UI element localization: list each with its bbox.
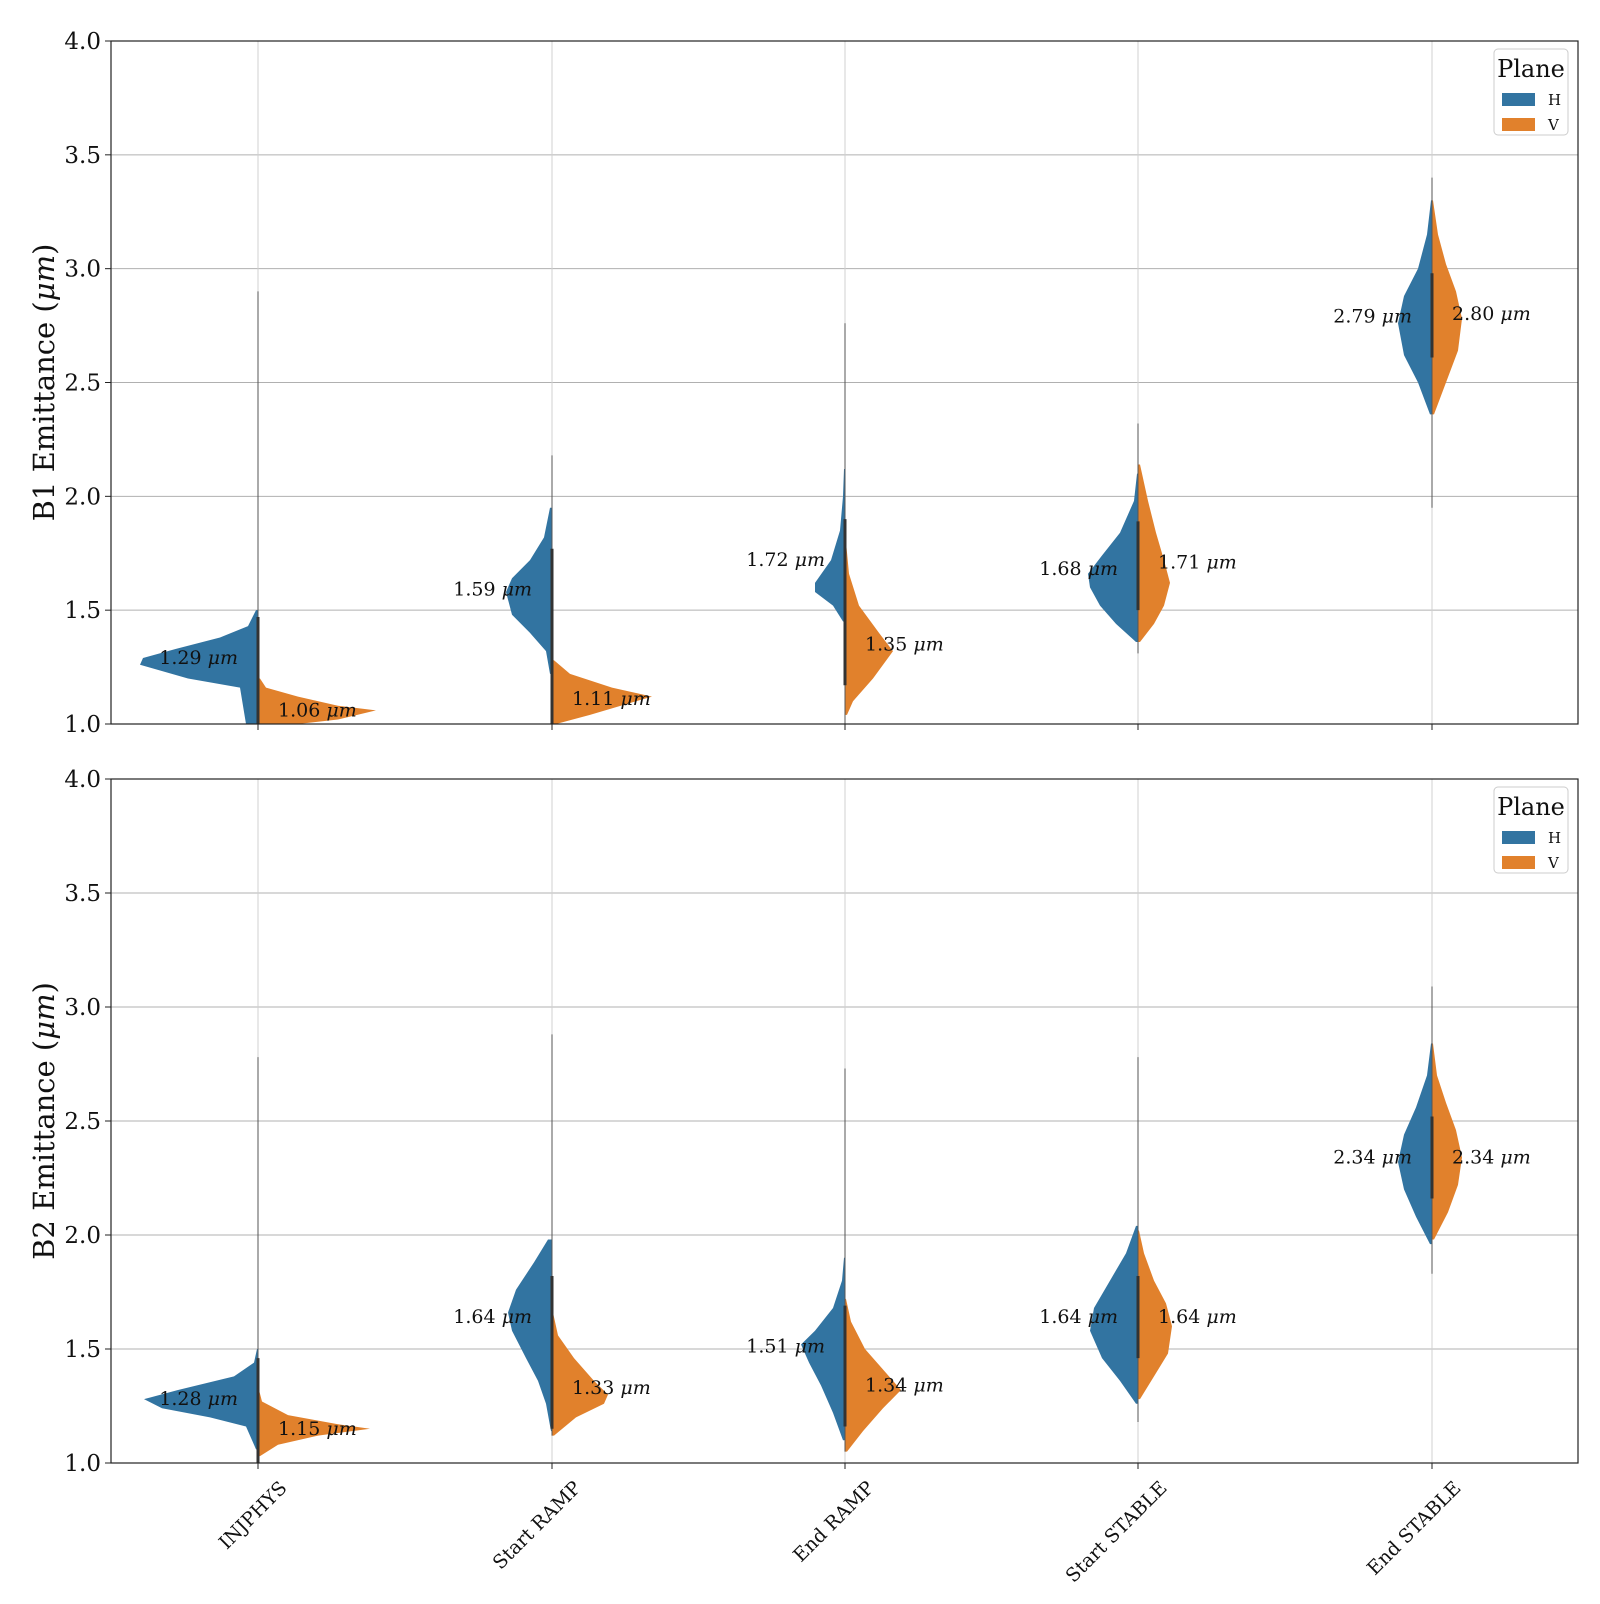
violin-half-v xyxy=(845,541,893,715)
legend-swatch-h xyxy=(1502,93,1535,106)
median-label-v: 1.34 μm xyxy=(865,1374,944,1396)
legend-swatch-h xyxy=(1502,831,1535,844)
plot-frame xyxy=(110,778,1579,1464)
violin-half-h xyxy=(1398,1043,1432,1245)
y-tick-label: 4.0 xyxy=(64,29,101,55)
y-tick-label: 3.5 xyxy=(64,881,101,907)
x-category-label: Start STABLE xyxy=(1062,1477,1172,1587)
median-label-v: 2.80 μm xyxy=(1452,303,1531,325)
violin-start-stable: 1.64 μm 1.64 μm xyxy=(1039,1057,1237,1422)
violin-half-h xyxy=(140,610,258,724)
y-tick-label: 1.0 xyxy=(64,712,101,738)
violin-half-v xyxy=(552,660,652,724)
y-tick-label: 2.5 xyxy=(64,371,101,397)
violin-half-v xyxy=(1432,200,1462,415)
panel-1: 1.0 1.5 2.0 2.5 3.0 3.5 4.0 1.29 μm 1.06 μm 1.59 … xyxy=(27,29,1579,738)
y-tick-label: 3.0 xyxy=(64,995,101,1021)
median-label-h: 1.28 μm xyxy=(159,1388,238,1410)
median-label-h: 1.72 μm xyxy=(746,549,825,571)
legend: Plane HV xyxy=(1493,786,1569,874)
median-label-h: 2.79 μm xyxy=(1333,305,1412,327)
median-label-v: 1.15 μm xyxy=(278,1418,357,1440)
legend-box xyxy=(1493,786,1569,874)
median-label-h: 1.51 μm xyxy=(746,1336,825,1358)
y-axis-title: B2 Emittance (μm) xyxy=(27,982,61,1260)
violin-half-h xyxy=(815,469,845,622)
violin-half-v xyxy=(552,1312,608,1436)
y-tick-label: 4.0 xyxy=(64,767,101,793)
violin-start-ramp: 1.59 μm 1.11 μm xyxy=(453,455,652,724)
plot-frame xyxy=(110,40,1579,725)
median-label-h: 1.68 μm xyxy=(1039,558,1118,580)
violin-half-h xyxy=(1088,473,1138,643)
y-tick-label: 1.5 xyxy=(64,598,101,624)
violin-half-h xyxy=(506,507,552,674)
violin-half-h xyxy=(1090,1225,1138,1404)
median-label-v: 1.33 μm xyxy=(572,1377,651,1399)
median-label-h: 1.64 μm xyxy=(1039,1306,1118,1328)
violin-end-ramp: 1.51 μm 1.34 μm xyxy=(746,1068,944,1452)
y-tick-label: 2.0 xyxy=(64,484,101,510)
violin-half-v xyxy=(1432,1043,1462,1240)
median-label-v: 1.71 μm xyxy=(1158,551,1237,573)
violin-half-h xyxy=(1398,200,1432,415)
violin-injphys: 1.28 μm 1.15 μm xyxy=(144,1057,370,1463)
violin-half-v xyxy=(1138,464,1170,643)
y-tick-label: 2.0 xyxy=(64,1223,101,1249)
legend-entry-v: V xyxy=(1547,854,1560,872)
median-label-h: 1.59 μm xyxy=(453,579,532,601)
median-label-h: 2.34 μm xyxy=(1333,1146,1412,1168)
legend-entry-h: H xyxy=(1548,829,1561,847)
violin-start-ramp: 1.64 μm 1.33 μm xyxy=(453,1034,651,1436)
median-label-v: 1.06 μm xyxy=(278,699,357,721)
median-label-h: 1.64 μm xyxy=(453,1306,532,1328)
legend-entry-v: V xyxy=(1547,116,1560,134)
y-tick-label: 3.0 xyxy=(64,257,101,283)
legend-swatch-v xyxy=(1502,118,1535,131)
x-category-label: INJPHYS xyxy=(215,1477,292,1554)
violin-half-h xyxy=(801,1257,845,1441)
violin-end-stable: 2.34 μm 2.34 μm xyxy=(1333,986,1531,1274)
violin-half-v xyxy=(258,1390,370,1457)
median-label-v: 1.11 μm xyxy=(572,688,651,710)
median-label-v: 2.34 μm xyxy=(1452,1146,1531,1168)
violin-end-stable: 2.79 μm 2.80 μm xyxy=(1333,177,1531,508)
violin-half-v xyxy=(1138,1230,1172,1400)
legend-swatch-v xyxy=(1502,856,1535,869)
violin-injphys: 1.29 μm 1.06 μm xyxy=(140,291,376,724)
y-tick-label: 1.0 xyxy=(64,1451,101,1477)
y-tick-label: 1.5 xyxy=(64,1337,101,1363)
y-tick-label: 2.5 xyxy=(64,1109,101,1135)
median-label-v: 1.64 μm xyxy=(1158,1306,1237,1328)
x-category-label: End RAMP xyxy=(789,1477,879,1567)
legend-title: Plane xyxy=(1497,55,1565,83)
violin-half-v xyxy=(258,678,376,724)
violin-end-ramp: 1.72 μm 1.35 μm xyxy=(746,323,944,724)
legend-title: Plane xyxy=(1497,793,1565,821)
y-axis-title: B1 Emittance (μm) xyxy=(27,244,61,522)
panel-2: 1.0 1.5 2.0 2.5 3.0 3.5 4.0 1.28 μm 1.15 μm 1.64 … xyxy=(27,767,1579,1477)
x-category-label: Start RAMP xyxy=(489,1477,586,1574)
violin-half-h xyxy=(508,1239,552,1432)
violin-half-h xyxy=(144,1349,258,1450)
median-label-h: 1.29 μm xyxy=(159,647,238,669)
legend-box xyxy=(1493,48,1569,136)
legend: Plane HV xyxy=(1493,48,1569,136)
violin-half-v xyxy=(845,1298,901,1452)
violin-start-stable: 1.68 μm 1.71 μm xyxy=(1039,423,1237,654)
legend-entry-h: H xyxy=(1548,91,1561,109)
y-tick-label: 3.5 xyxy=(64,143,101,169)
x-category-label: End STABLE xyxy=(1363,1477,1466,1580)
median-label-v: 1.35 μm xyxy=(865,633,944,655)
